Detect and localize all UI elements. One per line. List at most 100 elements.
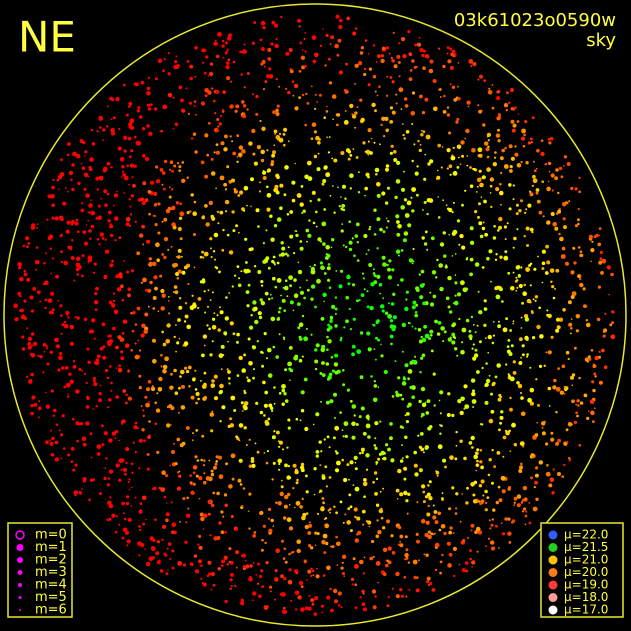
- star: [205, 476, 211, 481]
- star: [509, 87, 515, 93]
- star: [477, 154, 481, 158]
- star: [482, 221, 485, 224]
- star: [489, 527, 492, 530]
- star: [318, 93, 322, 97]
- star: [548, 405, 551, 407]
- star: [354, 83, 356, 85]
- star: [300, 462, 305, 467]
- star: [452, 146, 455, 150]
- star: [235, 435, 238, 439]
- star: [215, 460, 218, 463]
- star: [326, 266, 331, 271]
- star: [235, 224, 239, 228]
- star: [295, 608, 298, 611]
- star: [254, 442, 257, 445]
- star: [525, 337, 529, 341]
- star: [200, 101, 206, 106]
- star: [606, 265, 611, 270]
- star: [348, 240, 353, 245]
- star: [498, 498, 503, 502]
- star: [367, 53, 370, 55]
- star: [490, 392, 493, 396]
- star: [282, 557, 286, 560]
- star: [283, 576, 287, 581]
- star: [511, 128, 516, 133]
- star: [251, 345, 255, 348]
- star: [390, 56, 393, 60]
- star: [374, 90, 377, 93]
- star: [99, 126, 102, 129]
- star: [194, 569, 200, 574]
- star: [194, 46, 198, 50]
- star: [447, 275, 452, 281]
- star: [60, 260, 63, 264]
- star: [471, 446, 474, 449]
- star: [358, 171, 360, 174]
- star: [362, 431, 367, 436]
- star: [161, 220, 164, 223]
- star: [450, 155, 456, 161]
- star: [253, 531, 257, 534]
- star: [201, 61, 205, 64]
- star: [385, 443, 389, 447]
- star: [485, 147, 490, 152]
- star: [293, 83, 299, 89]
- star: [259, 181, 261, 184]
- star: [210, 472, 215, 477]
- star: [301, 93, 305, 97]
- star: [347, 507, 351, 511]
- star: [336, 123, 339, 127]
- star: [376, 247, 379, 250]
- star: [464, 137, 467, 140]
- star: [521, 301, 524, 305]
- star: [349, 328, 353, 331]
- star: [545, 244, 549, 249]
- star: [21, 347, 26, 351]
- star: [189, 64, 194, 69]
- star: [439, 242, 445, 247]
- star: [471, 399, 477, 404]
- star: [238, 439, 241, 442]
- star: [374, 358, 377, 361]
- star: [257, 562, 260, 566]
- star: [399, 540, 402, 543]
- star: [299, 419, 302, 422]
- star: [612, 312, 615, 314]
- star: [252, 562, 255, 564]
- star: [354, 27, 358, 30]
- star: [108, 503, 114, 509]
- star: [372, 480, 375, 484]
- star: [327, 278, 331, 282]
- star: [520, 356, 522, 359]
- star: [399, 492, 404, 497]
- star: [79, 139, 84, 144]
- star: [495, 294, 501, 300]
- star: [346, 16, 351, 21]
- star: [251, 41, 255, 45]
- star: [338, 24, 343, 30]
- star: [114, 437, 117, 440]
- star: [148, 420, 151, 423]
- star: [169, 385, 174, 390]
- star: [500, 522, 503, 524]
- star: [51, 436, 55, 441]
- star: [430, 532, 434, 536]
- star: [75, 218, 79, 222]
- star: [310, 567, 313, 570]
- star: [171, 530, 175, 535]
- star: [202, 528, 205, 530]
- star: [480, 465, 484, 470]
- star: [65, 261, 68, 264]
- star: [178, 85, 183, 89]
- star: [414, 171, 419, 176]
- star: [51, 203, 55, 207]
- star: [57, 299, 60, 302]
- star: [391, 395, 395, 398]
- star: [115, 430, 119, 434]
- star: [337, 186, 339, 189]
- star: [398, 254, 400, 257]
- star: [177, 318, 181, 322]
- star: [516, 286, 519, 289]
- star: [283, 516, 287, 520]
- star: [327, 323, 330, 327]
